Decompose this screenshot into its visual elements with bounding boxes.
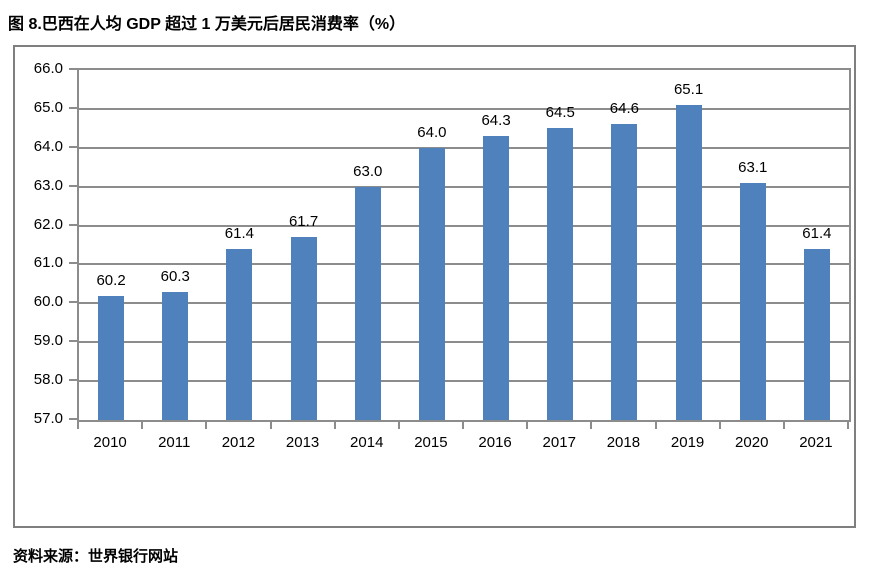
bar (483, 136, 510, 420)
gridline (79, 263, 849, 266)
bar (98, 295, 125, 420)
x-axis-label: 2020 (735, 434, 769, 451)
y-axis-tick (69, 145, 77, 148)
bar (290, 237, 317, 420)
chart-frame: 60.2 60.3 61.4 61.7 63.0 64.0 64.3 64.5 64.6 65.1… (13, 45, 856, 528)
y-axis-tick (69, 301, 77, 304)
y-axis-tick (69, 106, 77, 109)
x-axis-tick (590, 422, 593, 429)
y-axis-label: 58.0 (33, 371, 63, 389)
bar (418, 147, 445, 420)
x-axis-tick (269, 422, 272, 429)
y-axis-tick (69, 262, 77, 265)
bar-value-label: 61.4 (224, 224, 254, 242)
y-axis-tick (69, 379, 77, 382)
gridline (79, 185, 849, 188)
y-axis-tick (69, 68, 77, 70)
bar-value-label: 61.7 (288, 213, 319, 231)
y-axis-label: 66.0 (33, 60, 63, 77)
y-axis-label: 62.0 (33, 215, 63, 233)
gridline (79, 146, 849, 149)
bar (547, 128, 574, 420)
bar-value-label: 64.6 (609, 100, 639, 118)
x-axis-label: 2018 (606, 434, 641, 451)
x-axis-tick (654, 422, 657, 429)
x-axis-tick (77, 422, 79, 429)
bar-value-label: 64.5 (545, 104, 575, 122)
y-axis-tick (69, 340, 77, 343)
x-axis-label: 2019 (670, 434, 705, 451)
y-axis-label: 65.0 (33, 98, 63, 116)
bar-value-label: 64.3 (481, 112, 511, 130)
bar-value-label: 61.4 (802, 224, 832, 242)
bar-value-label: 60.2 (96, 271, 126, 289)
bar (354, 186, 381, 420)
x-axis-tick (847, 422, 849, 429)
x-axis-label: 2010 (93, 434, 127, 451)
x-axis-tick (141, 422, 144, 429)
bar-value-label: 63.0 (353, 162, 383, 180)
x-axis-tick (782, 422, 785, 429)
x-axis-tick (205, 422, 208, 429)
bar (739, 182, 766, 420)
x-axis-label: 2011 (158, 434, 191, 451)
x-axis-label: 2014 (350, 434, 384, 451)
gridline (79, 224, 849, 227)
y-axis-label: 61.0 (33, 254, 63, 272)
gridline (79, 380, 849, 383)
y-axis-tick (69, 184, 77, 187)
x-axis-label: 2012 (221, 434, 256, 451)
x-axis-tick (397, 422, 400, 429)
bar-value-label: 63.1 (738, 158, 768, 176)
bar (226, 248, 253, 420)
x-axis-label: 2021 (799, 434, 833, 451)
y-axis-tick (69, 418, 77, 420)
y-axis-label: 60.0 (33, 293, 63, 311)
y-axis-label: 64.0 (33, 137, 63, 155)
x-axis-label: 2016 (478, 434, 512, 451)
x-axis-label: 2013 (285, 434, 320, 451)
gridline (79, 341, 849, 344)
bar-value-label: 64.0 (417, 123, 447, 141)
plot-area: 60.2 60.3 61.4 61.7 63.0 64.0 64.3 64.5 64.6 65.1… (77, 68, 851, 422)
y-axis-label: 63.0 (33, 176, 63, 194)
x-axis-tick (333, 422, 336, 429)
bar (803, 248, 830, 420)
figure-title: 图 8.巴西在人均 GDP 超过 1 万美元后居民消费率（%） (8, 16, 406, 33)
x-axis-tick (718, 422, 721, 429)
y-axis-label: 59.0 (33, 332, 63, 350)
bar-value-label: 60.3 (160, 267, 190, 285)
x-axis-label: 2015 (414, 434, 448, 451)
x-axis-tick (526, 422, 529, 429)
bar-value-label: 65.1 (673, 81, 704, 98)
x-axis-label: 2017 (542, 434, 576, 451)
gridline (79, 107, 849, 110)
gridline (79, 302, 849, 305)
x-axis-tick (462, 422, 464, 429)
y-axis-label: 57.0 (33, 410, 63, 427)
source-note: 资料来源：世界银行网站 (13, 548, 179, 565)
bar (611, 124, 638, 420)
bar (162, 291, 189, 420)
y-axis-tick (69, 223, 77, 226)
bar (675, 105, 702, 420)
